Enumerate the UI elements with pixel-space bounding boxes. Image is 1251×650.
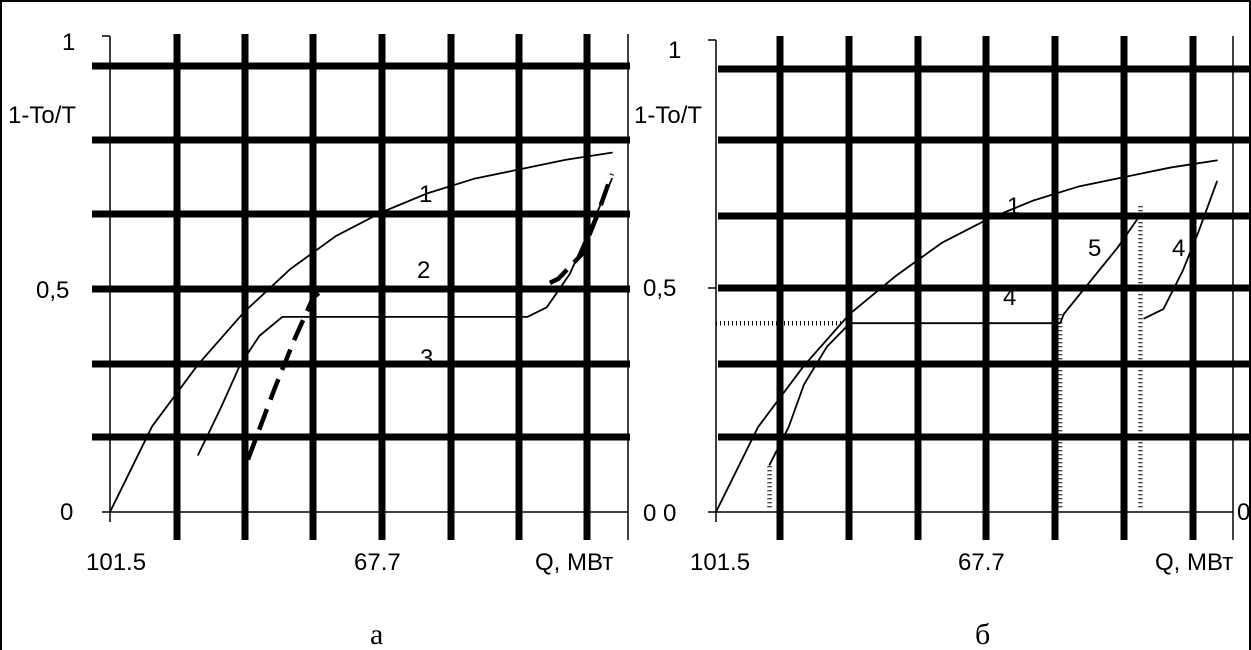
panel-b-series-label-4a: 4 — [1003, 284, 1016, 311]
panel-a-series-line-3 — [197, 177, 613, 456]
panel-b-series — [715, 159, 1218, 513]
panel-a-series-label-2: 2 — [417, 257, 430, 284]
panel-b-text: 1 0,5 0 0 1-To/T 101.5 67.7 Q, МВт 0 1 4… — [634, 37, 1250, 576]
panel-a-series-label-3: 3 — [420, 345, 433, 372]
panel-a-series — [109, 151, 615, 513]
panel-b-right-fragment: 0 — [1237, 499, 1250, 526]
panel-a-series-label-1: 1 — [419, 181, 432, 208]
panel-b-series-label-1: 1 — [1007, 193, 1020, 220]
panel-a-ytick-label-1: 1 — [62, 29, 75, 56]
panel-b-series-line-3 — [1143, 180, 1218, 320]
panel-a-xlabel: Q, МВт — [535, 549, 613, 576]
panel-b-series-label-4b: 4 — [1172, 235, 1185, 262]
panel-a-ylabel: 1-To/T — [8, 102, 76, 129]
panel-b-xtick-label-1: 101.5 — [690, 549, 750, 576]
panel-b-ylabel: 1-To/T — [634, 102, 702, 129]
panel-b-xlabel: Q, МВт — [1155, 549, 1233, 576]
caption-a: а — [370, 618, 383, 650]
panel-b-series-label-5: 5 — [1088, 235, 1101, 262]
panel-b-series-line-1 — [715, 159, 1218, 513]
panel-a-ytick-label-05: 0,5 — [36, 277, 69, 304]
panel-a-series-line-1 — [109, 151, 613, 513]
panel-b-ytick-label-1: 1 — [668, 37, 681, 64]
panel-a: 1 0,5 0 1-To/T 101.5 67.7 Q, МВт 1 2 3 — [8, 29, 630, 576]
panel-b: 1 0,5 0 0 1-To/T 101.5 67.7 Q, МВт 0 1 4… — [634, 36, 1251, 576]
caption-b: б — [975, 618, 990, 650]
panel-b-ytick-label-05: 0,5 — [643, 275, 676, 302]
panel-a-xtick-label-1: 101.5 — [86, 549, 146, 576]
panel-a-axes — [102, 34, 629, 540]
panel-a-ytick-label-0: 0 — [60, 499, 73, 526]
panel-a-series-line-2 — [245, 173, 615, 461]
panel-b-xtick-label-2: 67.7 — [958, 549, 1005, 576]
panel-a-xtick-label-2: 67.7 — [354, 549, 401, 576]
panel-b-grid — [718, 36, 1251, 540]
panel-b-ytick-label-0: 0 0 — [643, 500, 676, 527]
panel-a-text: 1 0,5 0 1-To/T 101.5 67.7 Q, МВт 1 2 3 — [8, 29, 613, 576]
panel-b-series-line-2 — [768, 213, 1142, 466]
panel-a-grid — [92, 34, 630, 540]
panel-b-axes — [708, 36, 1234, 540]
